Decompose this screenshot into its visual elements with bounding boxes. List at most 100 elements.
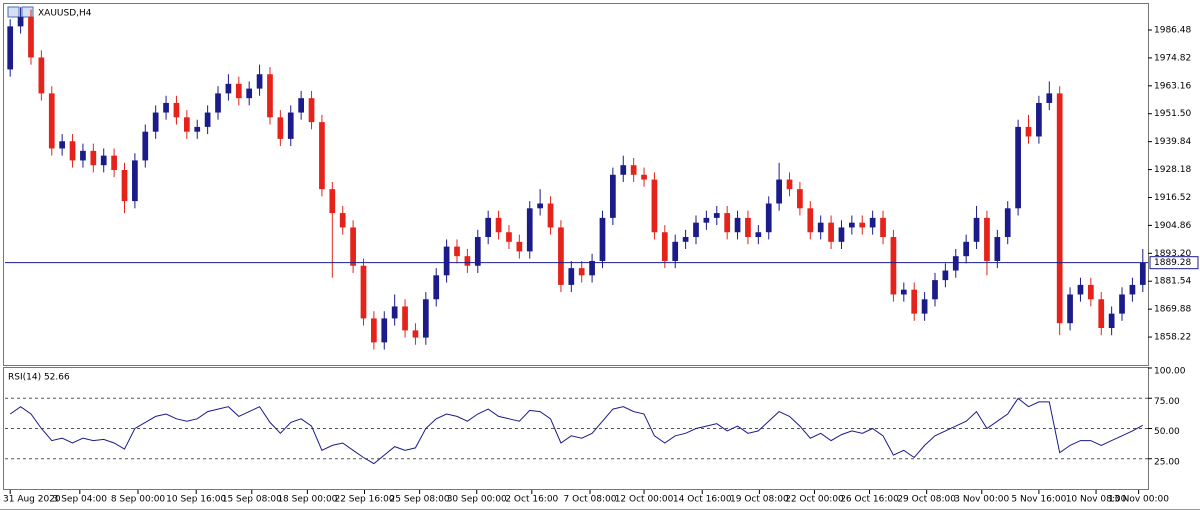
candle-body — [516, 241, 523, 252]
y-tick-label: 1974.82 — [1154, 53, 1191, 63]
candle-body — [942, 270, 949, 281]
candle-body — [828, 222, 834, 242]
candle-body — [246, 88, 253, 99]
y-tick-label: 1858.22 — [1154, 333, 1191, 343]
candle-body — [391, 306, 398, 319]
price-label: 1889.28 — [1154, 258, 1191, 268]
main-panel-frame — [3, 3, 1149, 366]
candle-body — [921, 299, 928, 314]
candle-body — [183, 117, 190, 132]
rsi-line — [9, 397, 1144, 465]
candle-body — [713, 213, 720, 218]
candle-body — [745, 217, 751, 238]
y-tick-label: 1951.50 — [1154, 109, 1191, 119]
x-tick-label: 22 Oct 00:00 — [785, 495, 844, 505]
candle-body — [287, 112, 294, 139]
candle-body — [371, 318, 377, 343]
candle-body — [578, 268, 585, 276]
candle-body — [256, 74, 263, 89]
candle-body — [994, 237, 1001, 261]
candle-body — [132, 160, 138, 202]
x-tick-label: 14 Oct 16:00 — [673, 495, 732, 505]
x-tick-label: 18 Sep 00:00 — [277, 495, 337, 505]
candle-body — [298, 98, 304, 113]
y-tick-label: 1986.48 — [1154, 25, 1191, 35]
y-tick-label: 50.00 — [1154, 427, 1180, 437]
candle-body — [69, 141, 76, 161]
candle-body — [973, 217, 980, 242]
candle-body — [911, 289, 918, 314]
candle-body — [526, 208, 533, 252]
candle-body — [267, 74, 273, 118]
candle-body — [547, 203, 554, 228]
y-tick-label: 1939.84 — [1154, 137, 1191, 147]
candle-body — [1077, 284, 1084, 295]
candle-body — [755, 232, 762, 238]
candle-body — [693, 222, 699, 238]
candle-body — [817, 222, 824, 233]
candle-body — [838, 227, 845, 242]
candle-body — [277, 117, 284, 139]
candle-body — [433, 275, 440, 300]
candle-body — [485, 217, 492, 238]
candle-body — [59, 141, 66, 149]
candle-body — [111, 155, 117, 170]
candle-body — [474, 237, 481, 266]
candle-body — [329, 189, 336, 214]
icon-box — [21, 6, 34, 18]
candle-body — [620, 165, 627, 175]
candle-body — [38, 57, 45, 94]
candle-body — [963, 241, 970, 257]
candle-body — [1036, 102, 1042, 137]
candle-body — [381, 318, 388, 343]
candle-body — [121, 169, 128, 202]
candle-body — [661, 232, 668, 261]
candle-body — [454, 246, 460, 257]
candle-body — [682, 237, 689, 242]
candle-body — [194, 126, 201, 132]
x-tick-label: 10 Sep 16:00 — [166, 495, 226, 505]
candle-body — [1046, 93, 1053, 103]
candle-body — [7, 26, 14, 70]
x-tick-label: 29 Oct 08:00 — [897, 495, 956, 505]
candle-body — [952, 256, 959, 271]
candle-body — [797, 189, 803, 209]
candle-body — [734, 217, 741, 233]
candle-body — [48, 93, 55, 149]
candle-body — [610, 174, 616, 218]
candle-body — [776, 179, 782, 204]
candle-body — [152, 112, 159, 132]
candle-body — [1025, 126, 1032, 137]
candle-body — [308, 98, 315, 123]
candle-body — [90, 150, 97, 166]
candle-body — [1139, 262, 1146, 285]
candle-body — [1004, 208, 1011, 238]
icon-box — [7, 6, 20, 18]
candle-body — [641, 174, 647, 180]
candle-body — [235, 83, 242, 99]
y-tick-label: 1963.16 — [1154, 81, 1191, 91]
candle-body — [1129, 284, 1136, 295]
x-tick-label: 31 Aug 2020 — [3, 495, 61, 505]
y-tick-label: 1928.18 — [1154, 165, 1191, 175]
candle-body — [880, 217, 886, 238]
candle-body — [807, 208, 814, 233]
x-tick-label: 19 Oct 08:00 — [730, 495, 789, 505]
symbol-icon — [7, 6, 34, 18]
rsi-title: RSI(14) 52.66 — [8, 373, 70, 383]
candle-body — [80, 150, 86, 161]
candle-body — [163, 102, 169, 113]
candle-body — [28, 16, 34, 58]
candle-body — [724, 213, 731, 233]
candle-body — [142, 131, 149, 161]
x-tick-label: 22 Sep 16:00 — [334, 495, 394, 505]
x-tick-label: 25 Sep 08:00 — [390, 495, 450, 505]
candle-body — [443, 246, 450, 276]
y-tick-label: 25.00 — [1154, 457, 1180, 467]
candle-body — [1098, 299, 1105, 328]
candle-body — [1108, 313, 1115, 328]
candle-body — [537, 203, 543, 209]
candle-body — [215, 93, 221, 113]
x-tick-label: 3 Nov 00:00 — [954, 495, 1009, 505]
